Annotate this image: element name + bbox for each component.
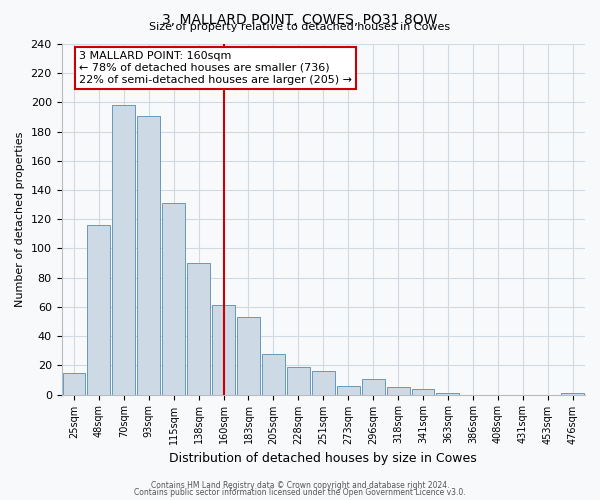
Text: Contains public sector information licensed under the Open Government Licence v3: Contains public sector information licen… — [134, 488, 466, 497]
Bar — [62, 372, 85, 394]
Bar — [561, 393, 584, 394]
Y-axis label: Number of detached properties: Number of detached properties — [15, 132, 25, 307]
Text: 3, MALLARD POINT, COWES, PO31 8QW: 3, MALLARD POINT, COWES, PO31 8QW — [163, 12, 437, 26]
Bar — [187, 263, 210, 394]
Text: 3 MALLARD POINT: 160sqm
← 78% of detached houses are smaller (736)
22% of semi-d: 3 MALLARD POINT: 160sqm ← 78% of detache… — [79, 52, 352, 84]
X-axis label: Distribution of detached houses by size in Cowes: Distribution of detached houses by size … — [169, 452, 477, 465]
Bar — [112, 106, 136, 395]
Bar — [337, 386, 359, 394]
Text: Size of property relative to detached houses in Cowes: Size of property relative to detached ho… — [149, 22, 451, 32]
Bar — [412, 388, 434, 394]
Bar — [212, 306, 235, 394]
Bar — [162, 203, 185, 394]
Bar — [287, 367, 310, 394]
Bar — [237, 317, 260, 394]
Bar — [386, 388, 410, 394]
Text: Contains HM Land Registry data © Crown copyright and database right 2024.: Contains HM Land Registry data © Crown c… — [151, 480, 449, 490]
Bar — [362, 378, 385, 394]
Bar — [312, 371, 335, 394]
Bar — [262, 354, 285, 395]
Bar — [436, 393, 460, 394]
Bar — [88, 225, 110, 394]
Bar — [137, 116, 160, 394]
